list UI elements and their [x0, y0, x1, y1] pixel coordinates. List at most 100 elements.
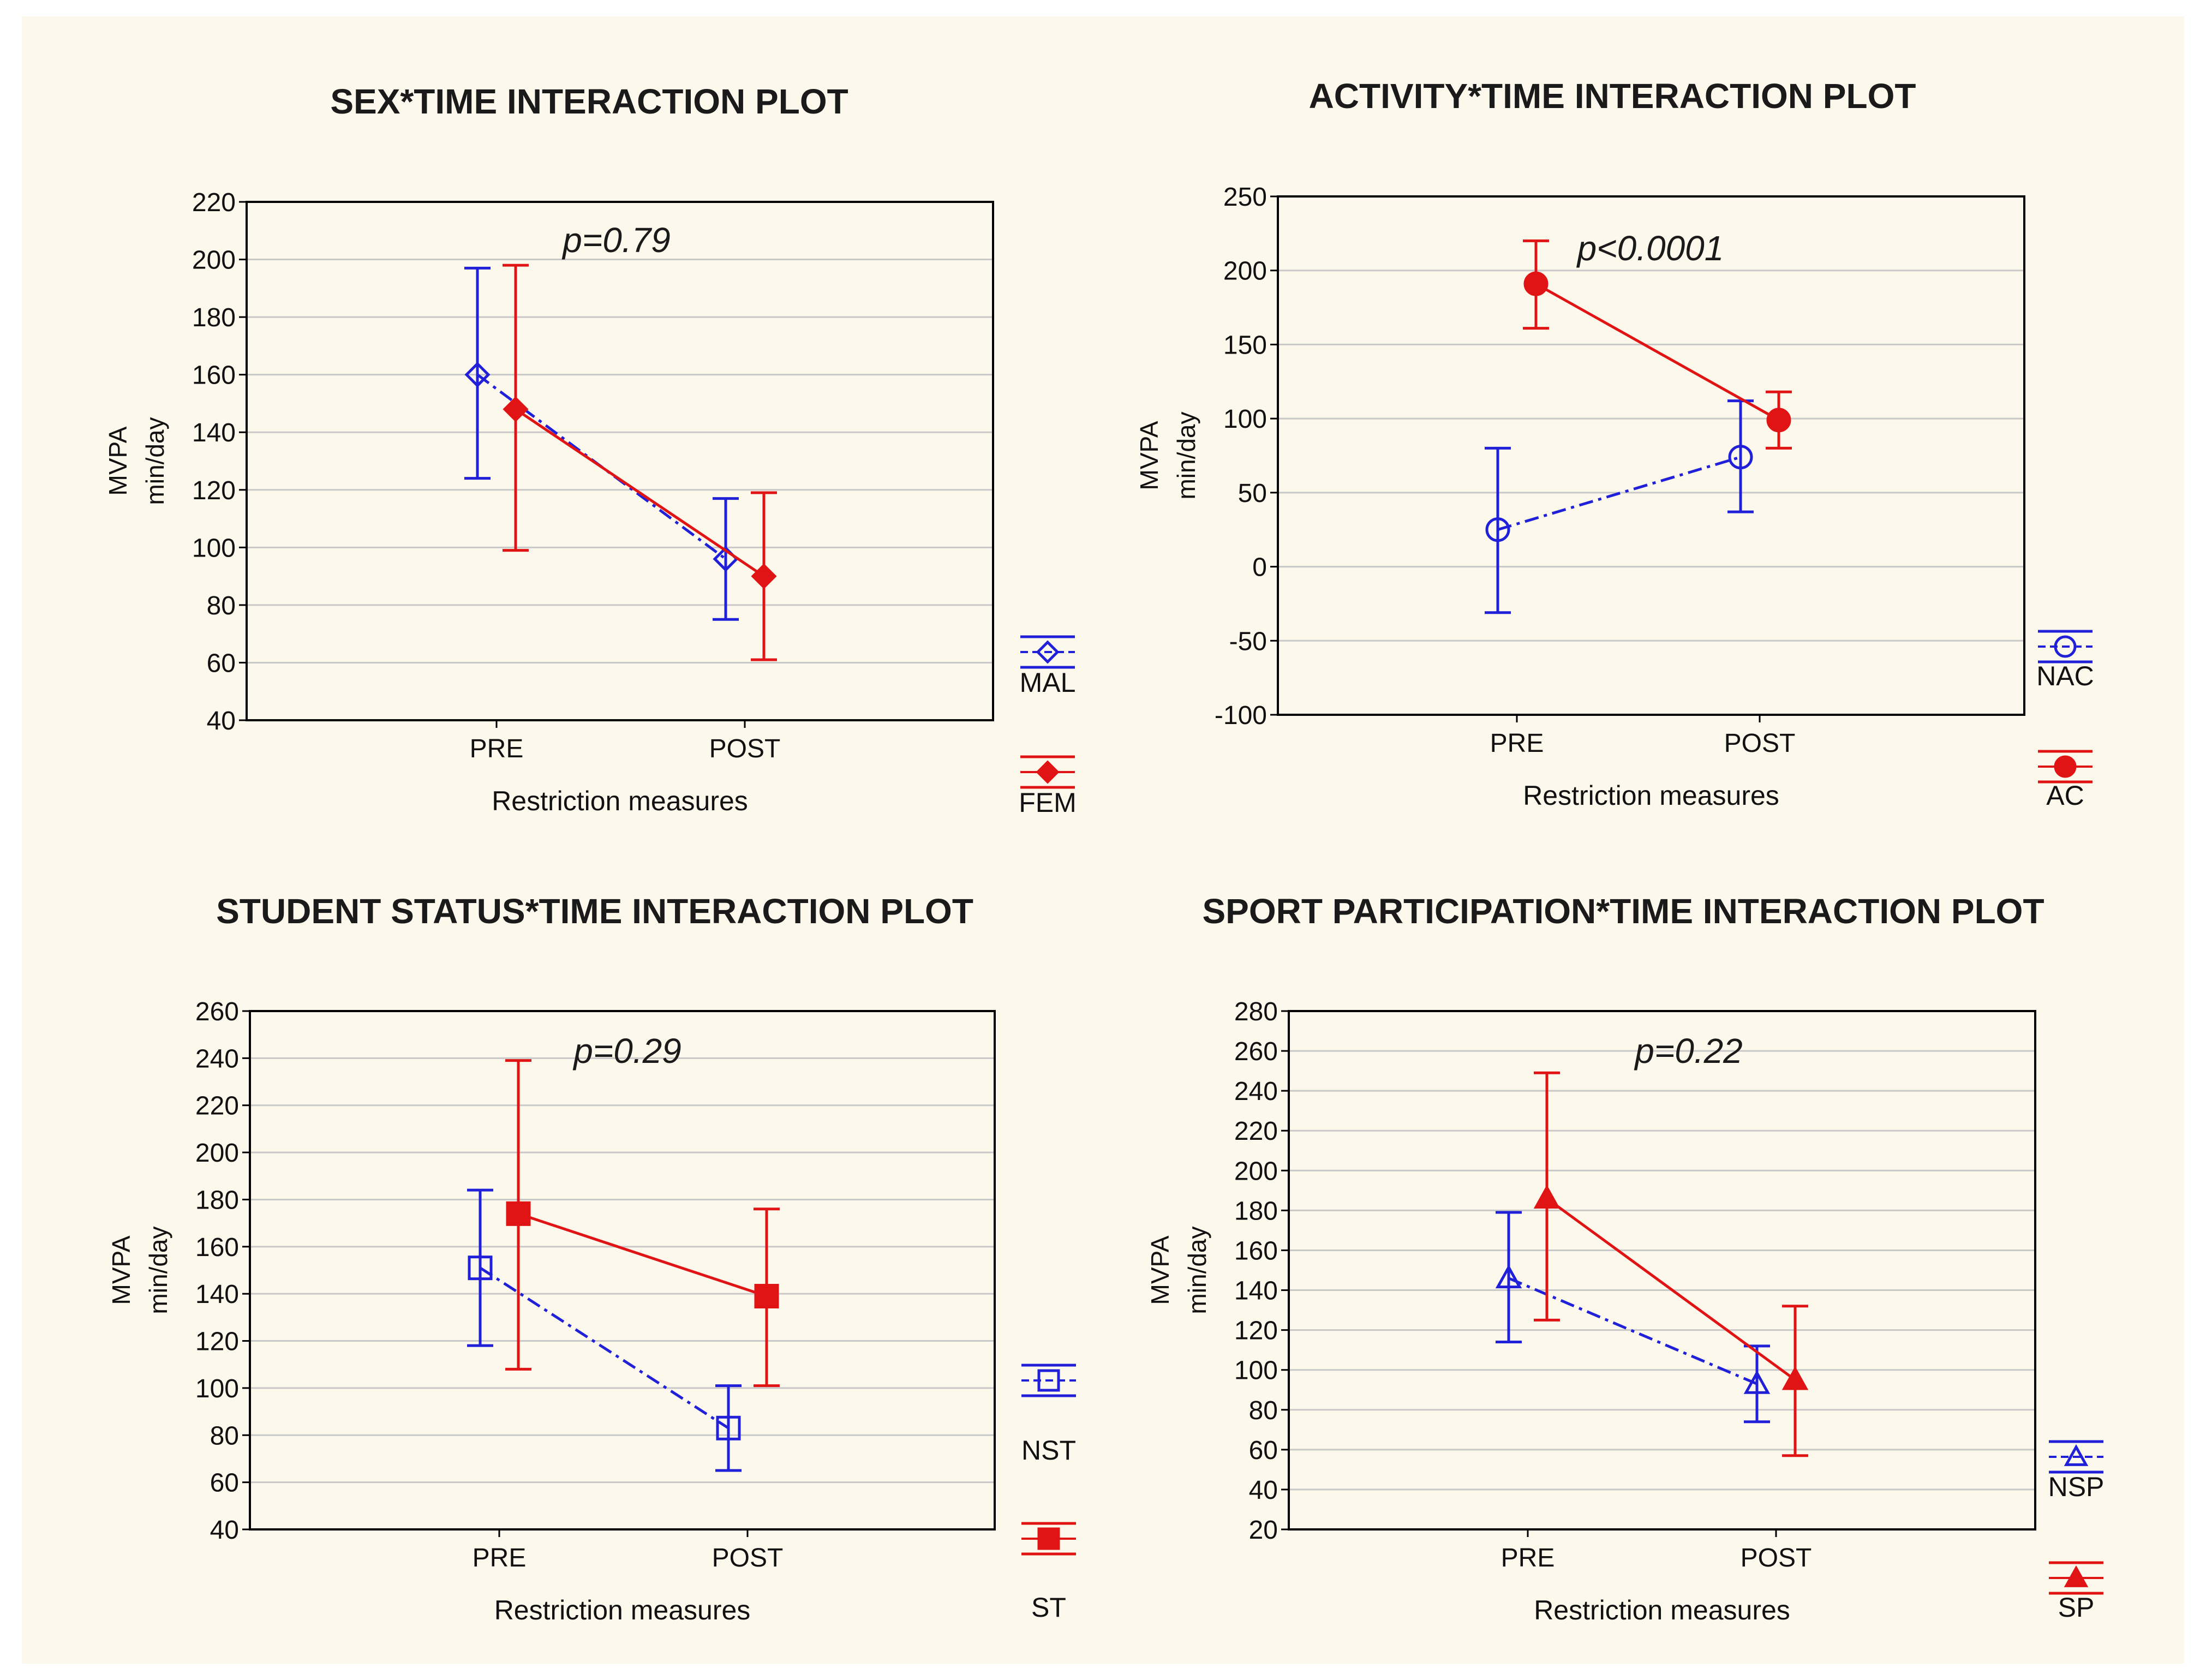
series-ac [1523, 239, 1792, 450]
y-tick-label: 50 [1238, 479, 1267, 508]
data-point [503, 396, 529, 422]
y-axis-label: MVPA [1135, 421, 1163, 490]
y-tick-label: 160 [192, 361, 236, 390]
y-tick-label: 100 [1234, 1356, 1278, 1385]
y-tick-label: 220 [195, 1092, 239, 1121]
y-tick-label: 180 [1234, 1197, 1278, 1225]
y-tick-label: 80 [207, 591, 236, 620]
chart-1: SEX*TIME INTERACTION PLOT 40 60 80 100 120 140… [104, 82, 1077, 818]
x-tick-label: PRE [473, 1544, 527, 1573]
plot-area [1277, 195, 2025, 716]
legend-label: NSP [2048, 1472, 2105, 1502]
y-tick-label: 220 [1234, 1117, 1278, 1146]
y-tick-label: 200 [1234, 1157, 1278, 1186]
legend-item-nac: NAC [2036, 630, 2094, 691]
y-tick-label: 100 [1223, 405, 1267, 434]
y-tick-label: 250 [1223, 183, 1267, 212]
y-tick-label: 150 [1223, 331, 1267, 360]
series-st [505, 1059, 780, 1388]
data-point [751, 563, 777, 589]
legend-label: SP [2058, 1592, 2095, 1623]
legend-marker [1036, 640, 1060, 664]
legend-marker [2054, 635, 2077, 658]
y-tick-label: 180 [192, 303, 236, 332]
series-nst [467, 1188, 742, 1472]
y-tick-label: 260 [1234, 1037, 1278, 1066]
y-axis-label: min/day [141, 417, 169, 505]
x-axis-label: Restriction measures [1523, 780, 1779, 811]
plot-area [246, 201, 994, 721]
y-axis-label: MVPA [104, 426, 132, 495]
data-point [1728, 445, 1753, 470]
legend-label: NST [1021, 1435, 1076, 1466]
y-tick-label: 200 [195, 1139, 239, 1168]
series-fem [503, 264, 777, 661]
y-tick-label: 140 [192, 418, 236, 447]
legend-label: FEM [1019, 787, 1077, 818]
chart-title: ACTIVITY*TIME INTERACTION PLOT [1309, 76, 1916, 116]
x-tick-label: POST [1724, 729, 1796, 758]
data-point [1781, 1366, 1809, 1390]
legend-item-mal: MAL [1020, 635, 1075, 698]
y-tick-label: 220 [192, 188, 236, 217]
y-tick-label: 120 [192, 476, 236, 505]
data-point [1533, 1185, 1561, 1209]
legend-marker [1037, 1527, 1060, 1550]
y-tick-label: 200 [1223, 257, 1267, 286]
legend-item-fem: FEM [1019, 755, 1077, 818]
p-value-annotation: p<0.0001 [1576, 229, 1724, 268]
legend-label: ST [1031, 1592, 1066, 1623]
x-tick-label: POST [712, 1544, 784, 1573]
y-axis-label: min/day [144, 1226, 172, 1314]
chart-3: STUDENT STATUS*TIME INTERACTION PLOT 40 60… [107, 892, 1076, 1625]
y-tick-label: 140 [1234, 1277, 1278, 1306]
y-tick-label: 60 [210, 1469, 239, 1498]
chart-title: SPORT PARTICIPATION*TIME INTERACTION PLO… [1202, 892, 2044, 931]
data-point [1523, 271, 1549, 296]
legend-marker [2054, 755, 2077, 778]
figure-panel: SEX*TIME INTERACTION PLOT 40 60 80 100 120 140… [22, 16, 2184, 1664]
series-line [518, 1212, 767, 1298]
legend-item-sp: SP [2049, 1561, 2103, 1623]
series-mal [464, 266, 739, 621]
y-tick-label: 20 [1249, 1516, 1278, 1545]
legend-marker [1037, 1369, 1060, 1392]
x-tick-label: PRE [1490, 729, 1544, 758]
x-axis-label: Restriction measures [1534, 1595, 1790, 1625]
y-tick-label: 280 [1234, 997, 1278, 1026]
x-axis-label: Restriction measures [494, 1595, 751, 1625]
y-tick-label: 240 [1234, 1077, 1278, 1106]
y-tick-label: 160 [1234, 1236, 1278, 1265]
y-tick-label: 200 [192, 246, 236, 275]
data-point [1495, 1264, 1522, 1289]
y-tick-label: 80 [210, 1421, 239, 1450]
series-sp [1533, 1071, 1809, 1457]
series-nac [1485, 399, 1754, 614]
series-line [1535, 282, 1780, 422]
chart-title: STUDENT STATUS*TIME INTERACTION PLOT [216, 892, 973, 931]
series-line [515, 408, 765, 578]
y-tick-label: 60 [207, 649, 236, 678]
y-axis-label: min/day [1172, 411, 1200, 499]
plot-area [249, 1010, 996, 1530]
series-nsp [1495, 1211, 1771, 1424]
y-tick-label: -50 [1229, 627, 1267, 656]
data-point [464, 362, 491, 388]
legend-label: NAC [2036, 661, 2094, 691]
y-tick-label: 260 [195, 997, 239, 1026]
y-tick-label: 140 [195, 1280, 239, 1309]
data-point [468, 1255, 493, 1281]
legend-marker [1036, 760, 1060, 784]
x-tick-label: POST [709, 734, 781, 763]
y-tick-label: 180 [195, 1186, 239, 1215]
series-line [1546, 1197, 1796, 1381]
legend-marker [2064, 1565, 2089, 1587]
legend-label: AC [2046, 780, 2084, 811]
data-point [1485, 517, 1510, 542]
y-tick-label: 80 [1249, 1396, 1278, 1425]
legend-marker [2064, 1444, 2089, 1466]
plot-area [1288, 1010, 2036, 1530]
y-tick-label: 120 [195, 1328, 239, 1356]
y-tick-label: 60 [1249, 1436, 1278, 1465]
series-line [1497, 456, 1741, 531]
